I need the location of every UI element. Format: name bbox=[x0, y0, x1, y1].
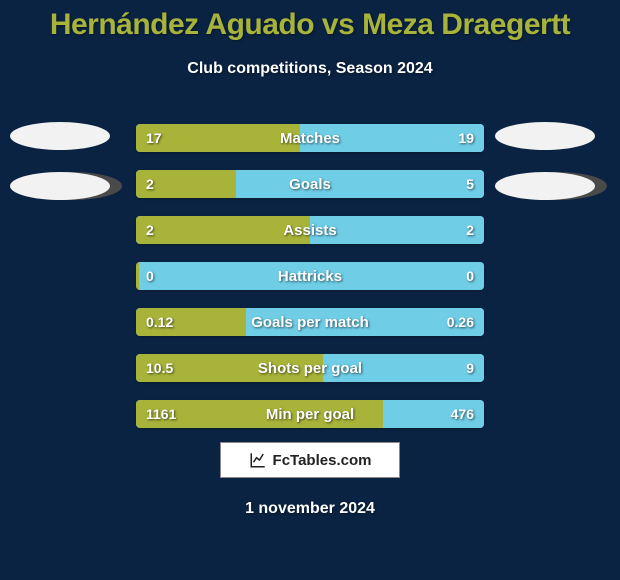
player1-fill bbox=[136, 262, 139, 290]
player1-value: 0 bbox=[146, 262, 154, 290]
stat-row: 22Assists bbox=[136, 216, 484, 244]
player2-fill bbox=[323, 354, 484, 382]
player2-fill bbox=[246, 308, 484, 336]
player2-fill bbox=[236, 170, 484, 198]
player2-value: 0 bbox=[466, 262, 474, 290]
page-title: Hernández Aguado vs Meza Draegertt bbox=[0, 0, 620, 42]
player2-fill bbox=[481, 262, 484, 290]
player1-fill bbox=[136, 354, 323, 382]
stat-row: 0 0Hattricks bbox=[136, 262, 484, 290]
player2-fill bbox=[310, 216, 484, 244]
player1-fill bbox=[136, 308, 246, 336]
player2-fill bbox=[383, 400, 484, 428]
subtitle: Club competitions, Season 2024 bbox=[0, 60, 620, 78]
stat-row: 10.59Shots per goal bbox=[136, 354, 484, 382]
player1-fill bbox=[136, 170, 236, 198]
stat-row: 1161476Min per goal bbox=[136, 400, 484, 428]
date-text: 1 november 2024 bbox=[0, 500, 620, 518]
branding-text: FcTables.com bbox=[273, 452, 372, 469]
stat-label: Hattricks bbox=[136, 262, 484, 290]
branding-badge: FcTables.com bbox=[220, 442, 400, 478]
stat-row: 0.120.26Goals per match bbox=[136, 308, 484, 336]
player1-fill bbox=[136, 400, 383, 428]
stat-row: 1719Matches bbox=[136, 124, 484, 152]
stat-row: 25Goals bbox=[136, 170, 484, 198]
player1-fill bbox=[136, 124, 300, 152]
player1-fill bbox=[136, 216, 310, 244]
player2-fill bbox=[300, 124, 484, 152]
stats-bars: 1719Matches 25Goals 22Assists 0 0Hattricks 0.… bbox=[136, 124, 484, 446]
chart-icon bbox=[249, 451, 267, 469]
